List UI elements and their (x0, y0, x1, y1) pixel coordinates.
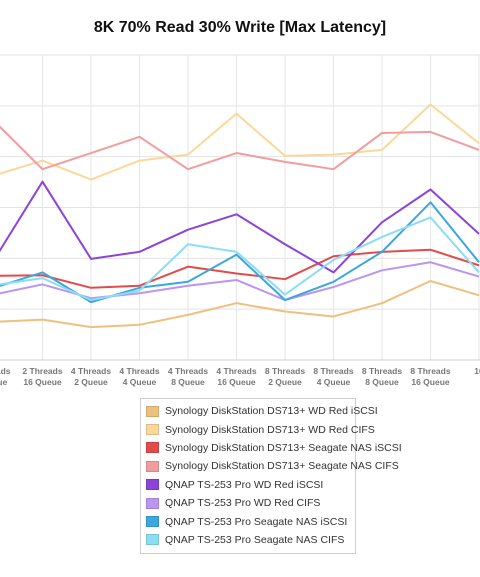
legend-label: QNAP TS-253 Pro Seagate NAS iSCSI (165, 515, 348, 528)
legend-swatch (146, 497, 159, 509)
x-tick-label-1: 2 Threads 16 Queue (22, 366, 62, 387)
legend-item-0[interactable]: Synology DiskStation DS713+ WD Red iSCSI (141, 402, 378, 420)
legend-swatch (146, 534, 159, 546)
legend-label: Synology DiskStation DS713+ Seagate NAS … (165, 441, 402, 454)
legend-label: Synology DiskStation DS713+ WD Red CIFS (165, 423, 375, 436)
legend-item-4[interactable]: QNAP TS-253 Pro WD Red iSCSI (141, 476, 355, 494)
grid (0, 54, 480, 361)
x-tick-label-6: 8 Threads 2 Queue (265, 366, 305, 387)
legend-item-7[interactable]: QNAP TS-253 Pro Seagate NAS CIFS (141, 531, 355, 549)
series-line-0 (0, 280, 480, 329)
legend-item-3[interactable]: Synology DiskStation DS713+ Seagate NAS … (141, 457, 399, 475)
series-line-1 (0, 103, 480, 181)
legend-swatch (146, 442, 159, 454)
legend-swatch (146, 424, 159, 436)
legend-label: Synology DiskStation DS713+ WD Red iSCSI (165, 405, 378, 418)
x-tick-label-8: 8 Threads 8 Queue (362, 366, 402, 387)
legend-item-5[interactable]: QNAP TS-253 Pro WD Red CIFS (141, 494, 355, 512)
legend-label: QNAP TS-253 Pro WD Red CIFS (165, 497, 321, 510)
legend-swatch (146, 405, 159, 417)
legend-label: QNAP TS-253 Pro WD Red iSCSI (165, 478, 324, 491)
x-tick-label-7: 8 Threads 4 Queue (313, 366, 353, 387)
x-tick-label-5: 4 Threads 16 Queue (216, 366, 256, 387)
x-tick-label-4: 4 Threads 8 Queue (168, 366, 208, 387)
legend-swatch (146, 460, 159, 472)
series-line-4 (0, 180, 480, 274)
x-tick-label-2: 4 Threads 2 Queue (71, 366, 111, 387)
chart-title: 8K 70% Read 30% Write [Max Latency] (93, 19, 387, 36)
x-tick-label-3: 4 Threads 4 Queue (119, 366, 159, 387)
legend-item-2[interactable]: Synology DiskStation DS713+ Seagate NAS … (141, 439, 402, 457)
series-line-7 (0, 216, 480, 302)
legend-swatch (146, 479, 159, 491)
x-tick-label-0: ThreadsQueue (0, 366, 11, 387)
legend-label: QNAP TS-253 Pro Seagate NAS CIFS (165, 533, 345, 546)
series-lines (0, 103, 480, 329)
legend-swatch (146, 516, 159, 528)
legend-label: Synology DiskStation DS713+ Seagate NAS … (165, 460, 399, 473)
legend: Synology DiskStation DS713+ WD Red iSCSI… (140, 398, 402, 555)
x-tick-label-10: 16 (474, 366, 480, 376)
series-line-2 (0, 248, 480, 289)
x-tick-label-9: 8 Threads 16 Queue (410, 366, 450, 387)
series-line-3 (0, 125, 480, 171)
series-line-5 (0, 261, 480, 302)
legend-item-6[interactable]: QNAP TS-253 Pro Seagate NAS iSCSI (141, 512, 355, 530)
legend-item-1[interactable]: Synology DiskStation DS713+ WD Red CIFS (141, 420, 375, 438)
